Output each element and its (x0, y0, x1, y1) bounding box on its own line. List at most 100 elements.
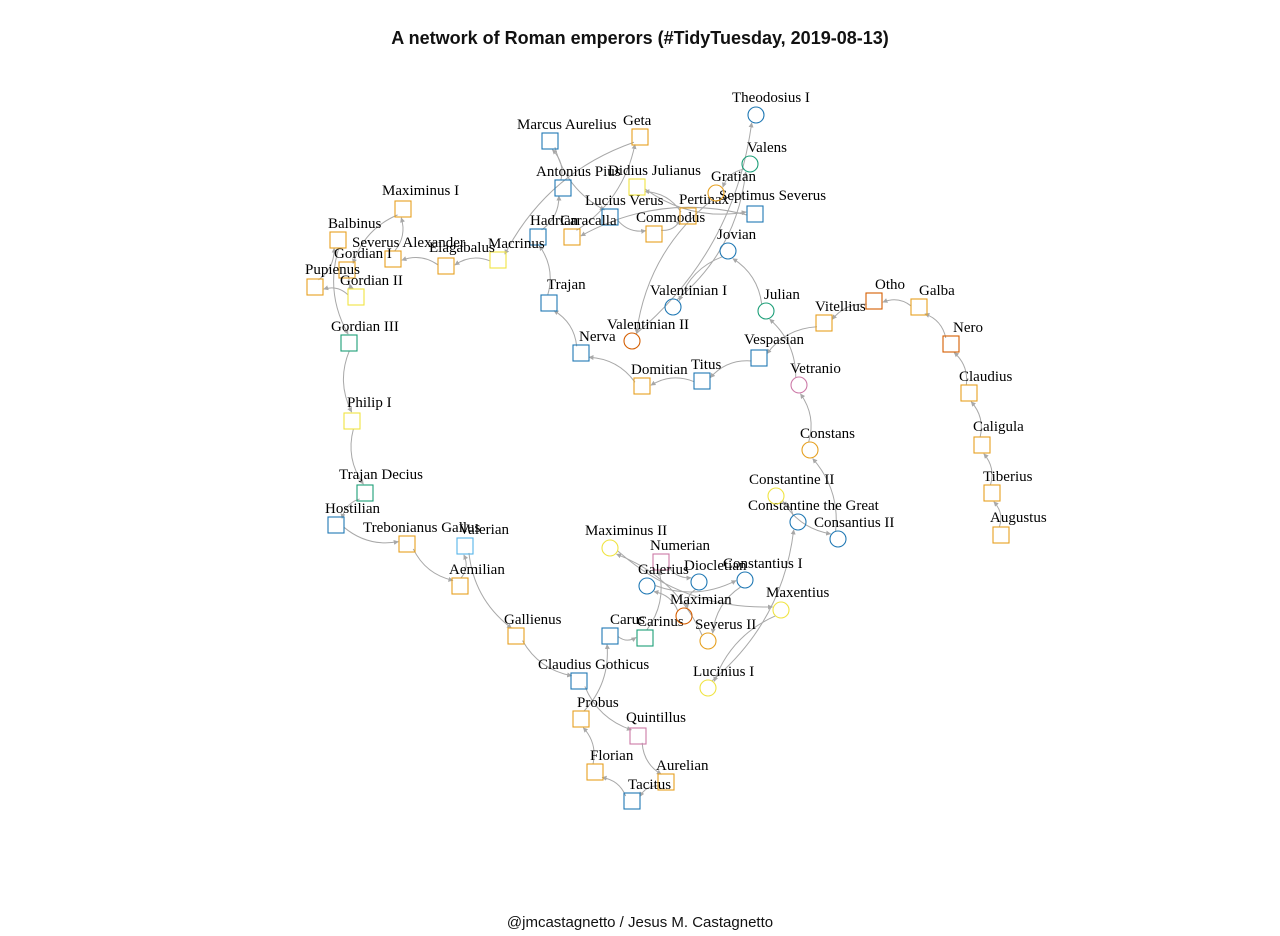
node-square-marker (601, 627, 619, 645)
edge-valentinian-ii-to-theodosius-i (635, 122, 754, 335)
edge-maxentius-to-lucinius-i (713, 615, 776, 682)
edge-claudius-gothicus-to-quintillus (584, 686, 632, 731)
node-florian: Florian (586, 748, 634, 781)
node-square-marker (645, 225, 663, 243)
node-square-marker (554, 179, 572, 197)
node-square-marker (865, 292, 883, 310)
node-augustus: Augustus (990, 510, 1047, 544)
edge-hostilian-to-trebonianus-gallus (343, 526, 399, 545)
node-carinus: Carinus (636, 614, 684, 647)
node-label-balbinus: Balbinus (328, 216, 381, 232)
node-lucinius-i: Lucinius I (693, 664, 754, 697)
node-label-numerian: Numerian (650, 538, 710, 554)
node-square-marker (633, 377, 651, 395)
node-square-marker (456, 537, 474, 555)
edge-valentinian-i-to-valens (676, 171, 748, 301)
node-label-valentinian-ii: Valentinian II (607, 317, 689, 333)
node-label-consantius-ii: Consantius II (814, 515, 894, 531)
node-quintillus: Quintillus (626, 710, 686, 745)
edge-nerva-to-trajan (553, 310, 578, 347)
edge-trajan-to-hadrian (539, 245, 551, 296)
node-antonius-pius: Antonius Pius (536, 164, 621, 197)
node-circle-marker (623, 332, 641, 350)
node-square-marker (973, 436, 991, 454)
edge-trebonianus-gallus-to-aemilian (412, 548, 454, 582)
node-septimus-severus: Septimus Severus (719, 188, 826, 223)
edge-geta-to-macrinus (504, 141, 635, 255)
node-label-florian: Florian (590, 748, 634, 764)
node-label-geta: Geta (623, 113, 652, 129)
node-label-lucius-verus: Lucius Verus (585, 193, 664, 209)
node-square-marker (746, 205, 764, 223)
node-otho: Otho (865, 277, 905, 310)
node-square-marker (541, 132, 559, 150)
node-maximian: Maximian (670, 592, 732, 625)
edge-titus-to-domitian (650, 377, 695, 386)
node-trebonianus-gallus: Trebonianus Gallus (363, 520, 481, 553)
node-label-gallienus: Gallienus (504, 612, 562, 628)
node-label-gordian-i: Gordian I (334, 246, 392, 262)
node-label-augustus: Augustus (990, 510, 1047, 526)
node-square-marker (540, 294, 558, 312)
node-label-maxentius: Maxentius (766, 585, 829, 601)
node-domitian: Domitian (631, 362, 688, 395)
node-square-marker (437, 257, 455, 275)
edge-vitellius-to-vespasian (766, 326, 817, 355)
node-square-marker (451, 577, 469, 595)
edge-constans-to-vetranio (800, 393, 812, 443)
edge-otho-to-vitellius (831, 303, 867, 320)
node-vitellius: Vitellius (815, 299, 866, 332)
node-gordian-i: Gordian I (334, 246, 392, 279)
node-julian: Julian (757, 287, 800, 320)
node-label-maximinus-i: Maximinus I (382, 183, 459, 199)
edge-tacitus-to-florian (601, 775, 627, 797)
node-square-marker (327, 516, 345, 534)
edge-carus-to-carinus (617, 636, 637, 642)
edge-nero-to-galba (924, 313, 947, 339)
node-label-constantius-i: Constantius I (723, 556, 803, 572)
node-aemilian: Aemilian (449, 562, 505, 595)
edge-constantine-ii-to-consantius-ii (782, 500, 832, 536)
node-label-valens: Valens (747, 140, 787, 156)
edge-severus-alexander-to-maximinus-i (394, 217, 405, 252)
node-circle-marker (638, 577, 656, 595)
node-maxentius: Maxentius (766, 585, 829, 619)
node-circle-marker (699, 679, 717, 697)
edge-gordian-iii-to-philip-i (342, 350, 353, 413)
node-square-marker (628, 178, 646, 196)
node-label-aurelian: Aurelian (656, 758, 709, 774)
node-square-marker (356, 484, 374, 502)
node-label-galba: Galba (919, 283, 955, 299)
node-circle-marker (707, 184, 725, 202)
edge-maximinus-ii-to-maxentius (617, 550, 774, 610)
edge-julian-to-jovian (732, 258, 763, 305)
node-valerian: Valerian (456, 522, 509, 555)
node-caracalla: Caracalla (560, 213, 617, 246)
edge-macrinus-to-elagabalus (454, 257, 491, 266)
node-label-pupienus: Pupienus (305, 262, 360, 278)
node-probus: Probus (572, 695, 619, 728)
edge-galerius-to-constantius-i (654, 580, 737, 593)
node-constantine-ii: Constantine II (749, 472, 834, 505)
edge-balbinus-to-gordian-iii (333, 247, 349, 335)
node-label-gordian-iii: Gordian III (331, 319, 399, 335)
node-label-antonius-pius: Antonius Pius (536, 164, 621, 180)
node-label-trajan: Trajan (547, 277, 586, 293)
node-label-constantine-ii: Constantine II (749, 472, 834, 488)
node-severus-alexander: Severus Alexander (352, 235, 465, 268)
caption: @jmcastagnetto / Jesus M. Castagnetto (506, 914, 774, 931)
node-label-tacitus: Tacitus (628, 777, 671, 793)
node-macrinus: Macrinus (488, 236, 545, 269)
node-square-marker (942, 335, 960, 353)
edge-vespasian-to-titus (709, 360, 752, 379)
node-caligula: Caligula (973, 419, 1024, 454)
node-label-commodus: Commodus (636, 210, 705, 226)
edge-caracalla-to-geta (576, 143, 637, 231)
node-square-marker (489, 251, 507, 269)
edge-tiberius-to-caligula (983, 453, 993, 486)
node-balbinus: Balbinus (328, 216, 381, 249)
edge-severus-ii-to-maximinus-ii (616, 553, 703, 636)
edge-gordian-i-to-gordian-ii (348, 277, 354, 289)
node-pupienus: Pupienus (305, 262, 360, 296)
